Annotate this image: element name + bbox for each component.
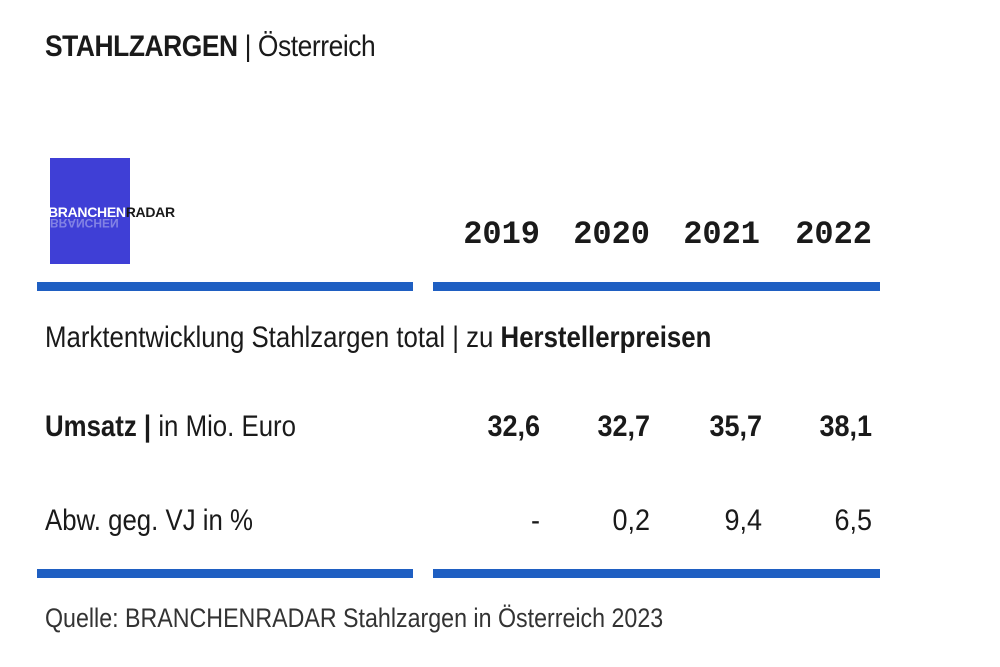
title-separator: |: [244, 30, 252, 63]
year-header: 2022: [795, 216, 872, 253]
header-rule-right: [433, 282, 880, 291]
branchenradar-logo: [50, 158, 130, 264]
section-label-bold: Herstellerpreisen: [500, 321, 712, 354]
table-cell: 6,5: [834, 504, 872, 537]
footer-rule-left: [37, 569, 413, 578]
year-header-row: 2019 2020 2021 2022: [0, 216, 1000, 256]
table-cell: -: [531, 504, 540, 537]
logo-text-part1: BRANCHEN: [48, 204, 126, 220]
year-header: 2021: [683, 216, 760, 253]
section-label: Marktentwicklung Stahlzargen total | zu: [45, 321, 501, 354]
row-label-abweichung: Abw. geg. VJ in %: [45, 504, 253, 538]
table-cell: 9,4: [724, 504, 762, 537]
row-label-text: in Mio. Euro: [151, 410, 296, 443]
table-cell: 32,6: [487, 410, 540, 443]
logo-wordmark: BRANCHENRADAR: [48, 204, 175, 220]
footer-rule-right: [433, 569, 880, 578]
row-label-umsatz: Umsatz | in Mio. Euro: [45, 410, 296, 444]
table-cell: 32,7: [597, 410, 650, 443]
table-cell: 0,2: [612, 504, 650, 537]
table-cell: 38,1: [819, 410, 872, 443]
page-title: STAHLZARGEN | Österreich: [45, 30, 376, 64]
table-cell: 35,7: [709, 410, 762, 443]
title-region: Österreich: [257, 30, 376, 63]
year-header: 2019: [463, 216, 540, 253]
section-title: Marktentwicklung Stahlzargen total | zu …: [45, 321, 711, 355]
year-header: 2020: [573, 216, 650, 253]
title-main: STAHLZARGEN: [45, 30, 238, 63]
source-note: Quelle: BRANCHENRADAR Stahlzargen in Öst…: [45, 603, 664, 633]
header-rule-left: [37, 282, 413, 291]
row-label-bold: Umsatz |: [45, 410, 152, 443]
row-label-text: Abw. geg. VJ in %: [45, 504, 253, 537]
logo-text-part2: RADAR: [125, 204, 175, 220]
